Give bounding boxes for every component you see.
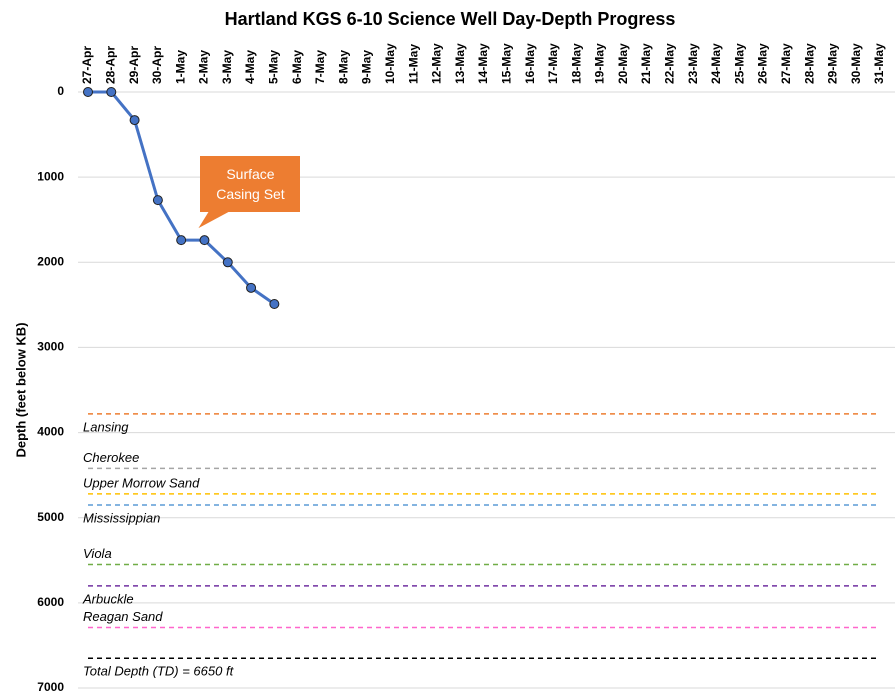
x-tick-label: 23-May (686, 43, 700, 84)
x-tick-label: 20-May (616, 43, 630, 84)
x-tick-label: 30-Apr (150, 46, 164, 84)
x-tick-label: 8-May (336, 50, 350, 84)
x-tick-label: 29-Apr (127, 46, 141, 84)
y-tick-label: 3000 (37, 340, 64, 354)
x-tick-label: 28-May (802, 43, 816, 84)
x-tick-label: 26-May (756, 43, 770, 84)
x-tick-label: 19-May (593, 43, 607, 84)
point-marker (269, 299, 280, 310)
x-tick-label: 14-May (476, 43, 490, 84)
x-tick-label: 5-May (267, 50, 281, 84)
x-tick-label: 12-May (430, 43, 444, 84)
point-marker (106, 87, 117, 97)
x-tick-label: 3-May (220, 50, 234, 84)
formation-label: Viola (83, 546, 112, 561)
x-tick-label: 18-May (569, 43, 583, 84)
x-tick-label: 31-May (872, 43, 886, 84)
formation-label: Reagan Sand (83, 609, 163, 624)
x-tick-label: 27-Apr (80, 46, 94, 84)
chart-title: Hartland KGS 6-10 Science Well Day-Depth… (225, 9, 676, 29)
formation-label: Mississippian (83, 510, 160, 525)
point-marker (176, 235, 187, 246)
formation-label: Upper Morrow Sand (83, 475, 200, 490)
y-tick-label: 0 (57, 84, 64, 98)
x-tick-label: 1-May (173, 50, 187, 84)
formation-label: Lansing (83, 419, 129, 434)
x-tick-label: 21-May (639, 43, 653, 84)
x-tick-label: 11-May (406, 44, 420, 84)
x-tick-label: 27-May (779, 43, 793, 84)
point-marker (246, 282, 257, 293)
y-tick-label: 7000 (37, 680, 64, 694)
annotation: Surface Casing Set (200, 156, 301, 212)
point-marker (199, 235, 210, 246)
formation-label: Arbuckle (82, 591, 134, 606)
y-tick-label: 5000 (37, 510, 64, 524)
y-tick-label: 1000 (37, 169, 64, 183)
formation-label: Total Depth (TD) = 6650 ft (83, 664, 235, 679)
point-marker (152, 195, 163, 206)
y-tick-label: 6000 (37, 595, 64, 609)
y-tick-label: 4000 (37, 425, 64, 439)
x-tick-label: 16-May (523, 43, 537, 84)
x-tick-label: 2-May (197, 50, 211, 84)
x-tick-label: 30-May (849, 43, 863, 84)
formation-label: Cherokee (83, 450, 139, 465)
x-tick-label: 4-May (243, 50, 257, 84)
x-tick-label: 7-May (313, 50, 327, 84)
point-marker (83, 87, 93, 97)
x-tick-label: 28-Apr (103, 46, 117, 84)
x-tick-label: 29-May (826, 43, 840, 84)
annotation-pointer (198, 212, 229, 229)
x-tick-label: 17-May (546, 43, 560, 84)
x-tick-label: 9-May (360, 50, 374, 84)
x-tick-label: 25-May (732, 43, 746, 84)
point-marker (129, 115, 140, 126)
x-tick-label: 13-May (453, 43, 467, 84)
y-tick-label: 2000 (37, 254, 64, 268)
x-tick-label: 24-May (709, 43, 723, 84)
y-axis-title: Depth (feet below KB) (13, 322, 28, 457)
x-tick-label: 15-May (499, 43, 513, 84)
point-marker (222, 257, 233, 268)
x-tick-label: 6-May (290, 50, 304, 84)
x-tick-label: 22-May (663, 43, 677, 84)
x-tick-label: 10-May (383, 43, 397, 84)
